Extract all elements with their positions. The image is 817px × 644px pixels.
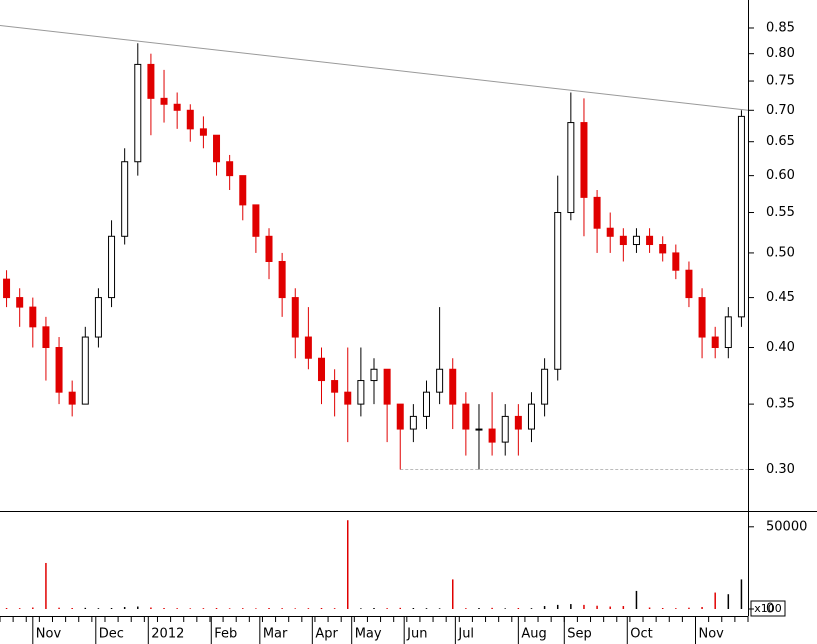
candle-body (134, 63, 142, 163)
candle-body (422, 391, 430, 417)
candle-body (173, 103, 181, 111)
candle-body (659, 244, 667, 254)
y-tick-label: 0.70 (766, 103, 795, 118)
y-tick-label: 50000 (766, 519, 807, 534)
candle-body (318, 357, 326, 382)
candle-body (29, 306, 37, 328)
candle-body (213, 134, 221, 163)
candle-body (488, 428, 496, 443)
candle-body (711, 336, 719, 349)
candle-body (462, 403, 470, 430)
candle-body (239, 175, 247, 206)
candle-body (724, 316, 732, 349)
y-tick-label: 0.65 (766, 134, 795, 149)
candle-body (81, 336, 89, 405)
candle-body (108, 235, 116, 299)
y-tick-label: 0.35 (766, 397, 795, 412)
x-tick-label: Nov (36, 627, 62, 642)
y-tick-label: 0 (766, 602, 774, 617)
x-tick-label: Feb (214, 627, 237, 642)
y-tick-label: 0.40 (766, 340, 795, 355)
candle-body (698, 297, 706, 338)
candle-body (226, 161, 234, 177)
y-tick-label: 0.55 (766, 205, 795, 220)
candle-body (580, 122, 588, 198)
candle-body (449, 368, 457, 405)
y-tick-label: 0.85 (766, 20, 795, 35)
y-tick-label: 0.80 (766, 46, 795, 61)
candle-body (409, 415, 417, 430)
candle-body (344, 391, 352, 405)
x-tick-label: Jun (406, 627, 427, 642)
x-tick-label: 2012 (151, 627, 184, 642)
candle-body (685, 269, 693, 299)
candle-body (147, 63, 155, 99)
x-tick-label: Jul (457, 627, 474, 642)
x-tick-label: Mar (263, 627, 288, 642)
candle-body (94, 297, 102, 338)
candle-body (42, 326, 50, 349)
candle-body (160, 97, 168, 105)
candle-body (436, 368, 444, 393)
y-tick-label: 0.75 (766, 74, 795, 89)
candle-body (632, 235, 640, 246)
candle-body (16, 297, 24, 308)
candle-body (593, 196, 601, 229)
candle-body (646, 235, 654, 246)
candle-body (514, 415, 522, 430)
candle-body (527, 403, 535, 430)
x-tick-label: Dec (99, 627, 124, 642)
candle-body (541, 368, 549, 405)
candle-body (291, 297, 299, 338)
candle-body (672, 252, 680, 271)
candle-body (737, 115, 745, 318)
y-tick-label: 0.45 (766, 290, 795, 305)
y-tick-label: 0.50 (766, 245, 795, 260)
candle-body (606, 227, 614, 237)
candle-body (554, 212, 562, 370)
candle-body (265, 235, 273, 262)
candle-body (357, 380, 365, 405)
candle-body (619, 235, 627, 246)
candle-body (475, 428, 483, 431)
candle-body (331, 380, 339, 393)
candle-body (3, 278, 11, 299)
candle-body (370, 368, 378, 382)
candle-body (121, 161, 129, 237)
candle-body (304, 336, 312, 359)
x-tick-label: May (355, 627, 382, 642)
candle-body (55, 347, 63, 393)
x-tick-label: Oct (630, 627, 652, 642)
candle-body (186, 109, 194, 130)
x-tick-label: Sep (567, 627, 592, 642)
candle-body (252, 204, 260, 237)
candle-body (567, 122, 575, 214)
x-tick-label: Apr (315, 627, 338, 642)
y-tick-label: 0.30 (766, 462, 795, 477)
candle-body (501, 415, 509, 443)
unit-label: x100 (754, 602, 782, 615)
trendline (0, 24, 749, 111)
candle-body (396, 403, 404, 430)
candle-body (383, 368, 391, 405)
candle-body (278, 260, 286, 299)
candle-body (68, 391, 76, 405)
x-tick-label: Nov (699, 627, 725, 642)
y-tick-label: 0.60 (766, 168, 795, 183)
candle-body (199, 128, 207, 136)
x-tick-label: Aug (521, 627, 546, 642)
